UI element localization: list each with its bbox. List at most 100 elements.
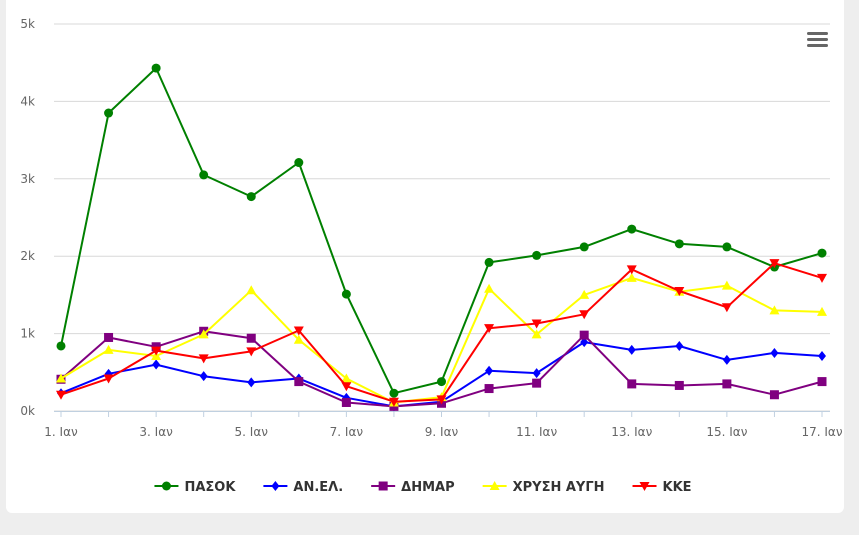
data-point[interactable] xyxy=(104,332,114,342)
data-point[interactable] xyxy=(199,170,209,180)
data-point[interactable] xyxy=(293,326,304,336)
data-point[interactable] xyxy=(151,346,162,356)
data-point[interactable] xyxy=(341,289,351,299)
plot-area xyxy=(56,63,827,412)
data-point[interactable] xyxy=(722,242,732,252)
data-point[interactable] xyxy=(532,250,542,260)
data-point[interactable] xyxy=(484,283,495,293)
data-point[interactable] xyxy=(246,285,257,295)
data-point[interactable] xyxy=(722,354,731,365)
data-point[interactable] xyxy=(721,280,732,290)
data-point[interactable] xyxy=(341,382,352,392)
legend-item[interactable]: ΑΝ.ΕΛ. xyxy=(263,480,343,495)
data-point[interactable] xyxy=(674,239,684,249)
data-point[interactable] xyxy=(436,395,447,405)
data-point[interactable] xyxy=(56,341,66,351)
data-point[interactable] xyxy=(56,390,66,400)
data-point[interactable] xyxy=(294,158,304,168)
data-point[interactable] xyxy=(484,257,494,267)
data-point[interactable] xyxy=(721,303,732,313)
legend-label: ΑΝ.ΕΛ. xyxy=(293,480,343,495)
data-point[interactable] xyxy=(817,273,827,283)
series-line xyxy=(60,67,823,395)
x-axis: 1. Ιαν 3. Ιαν 5. Ιαν 7. Ιαν 9. Ιαν 11. Ιαν 13.… xyxy=(44,411,843,439)
series-circle xyxy=(56,63,827,398)
legend-item[interactable]: ΠΑΣΟΚ xyxy=(154,480,236,495)
data-point[interactable] xyxy=(389,388,399,398)
data-point[interactable] xyxy=(627,379,637,389)
data-point[interactable] xyxy=(246,347,257,357)
data-point[interactable] xyxy=(579,289,590,299)
data-point[interactable] xyxy=(674,380,684,390)
data-point[interactable] xyxy=(388,397,399,407)
data-point[interactable] xyxy=(341,397,351,407)
menu-icon[interactable] xyxy=(806,30,830,50)
data-point[interactable] xyxy=(484,384,494,394)
data-point[interactable] xyxy=(626,265,637,275)
legend-label: ΔΗΜΑΡ xyxy=(401,480,454,495)
legend: ΠΑΣΟΚ ΑΝ.ΕΛ. ΔΗΜΑΡ ΧΡΥΣΗ ΑΥΓΗ ΚΚΕ xyxy=(154,480,692,495)
data-point[interactable] xyxy=(103,374,114,384)
data-point[interactable] xyxy=(246,333,256,343)
data-point[interactable] xyxy=(484,324,495,334)
data-point[interactable] xyxy=(56,373,66,383)
data-point[interactable] xyxy=(247,377,256,388)
data-point[interactable] xyxy=(817,248,827,258)
data-point[interactable] xyxy=(818,351,826,362)
data-point[interactable] xyxy=(627,344,636,355)
data-point[interactable] xyxy=(674,287,685,297)
x-tick-label: 13. Ιαν xyxy=(611,425,652,439)
x-tick-label: 7. Ιαν xyxy=(330,425,364,439)
data-point[interactable] xyxy=(627,224,637,234)
data-point[interactable] xyxy=(722,379,732,389)
data-point[interactable] xyxy=(770,347,779,358)
y-axis: 0k 1k 2k 3k 4k 5k xyxy=(20,17,35,418)
data-point[interactable] xyxy=(437,377,446,387)
y-tick-label: 3k xyxy=(20,172,35,186)
data-point[interactable] xyxy=(485,365,494,376)
data-point[interactable] xyxy=(152,359,161,370)
data-point[interactable] xyxy=(341,373,352,383)
y-tick-label: 4k xyxy=(20,94,35,108)
data-point[interactable] xyxy=(769,390,779,400)
x-tick-label: 11. Ιαν xyxy=(516,425,557,439)
legend-label: ΚΚΕ xyxy=(663,480,692,495)
data-point[interactable] xyxy=(198,354,209,364)
legend-item[interactable]: ΔΗΜΑΡ xyxy=(371,480,455,495)
data-point[interactable] xyxy=(817,306,827,316)
legend-label: ΧΡΥΣΗ ΑΥΓΗ xyxy=(513,480,605,495)
data-point[interactable] xyxy=(531,329,542,339)
legend-item[interactable]: ΚΚΕ xyxy=(632,480,692,495)
data-point[interactable] xyxy=(579,330,589,340)
y-tick-label: 5k xyxy=(20,17,35,31)
y-tick-label: 0k xyxy=(20,404,35,418)
data-point[interactable] xyxy=(532,378,542,388)
series-triangle-down xyxy=(56,259,827,407)
line-chart: 0k 1k 2k 3k 4k 5k 1. Ιαν 3. Ιαν 5. Ιαν 7. Ιαν 9. … xyxy=(20,17,843,495)
x-tick-label: 17. Ιαν xyxy=(801,425,842,439)
legend-label: ΠΑΣΟΚ xyxy=(184,480,236,495)
data-point[interactable] xyxy=(104,108,114,118)
data-point[interactable] xyxy=(626,272,637,282)
data-point[interactable] xyxy=(769,259,780,269)
data-point[interactable] xyxy=(294,377,304,387)
data-point[interactable] xyxy=(198,329,209,339)
x-tick-label: 3. Ιαν xyxy=(139,425,173,439)
legend-item[interactable]: ΧΡΥΣΗ ΑΥΓΗ xyxy=(482,480,605,495)
legend-marker xyxy=(639,482,650,491)
data-point[interactable] xyxy=(199,371,208,382)
data-point[interactable] xyxy=(675,340,684,351)
data-point[interactable] xyxy=(532,368,541,379)
x-tick-label: 15. Ιαν xyxy=(706,425,747,439)
y-tick-label: 2k xyxy=(20,249,35,263)
data-point[interactable] xyxy=(103,344,114,354)
data-point[interactable] xyxy=(817,377,827,387)
data-point[interactable] xyxy=(579,310,590,320)
data-point[interactable] xyxy=(293,334,304,344)
data-point[interactable] xyxy=(579,242,589,252)
legend-marker xyxy=(271,481,280,491)
data-point[interactable] xyxy=(531,319,542,329)
data-point[interactable] xyxy=(769,305,780,315)
data-point[interactable] xyxy=(246,192,256,202)
data-point[interactable] xyxy=(151,63,161,73)
